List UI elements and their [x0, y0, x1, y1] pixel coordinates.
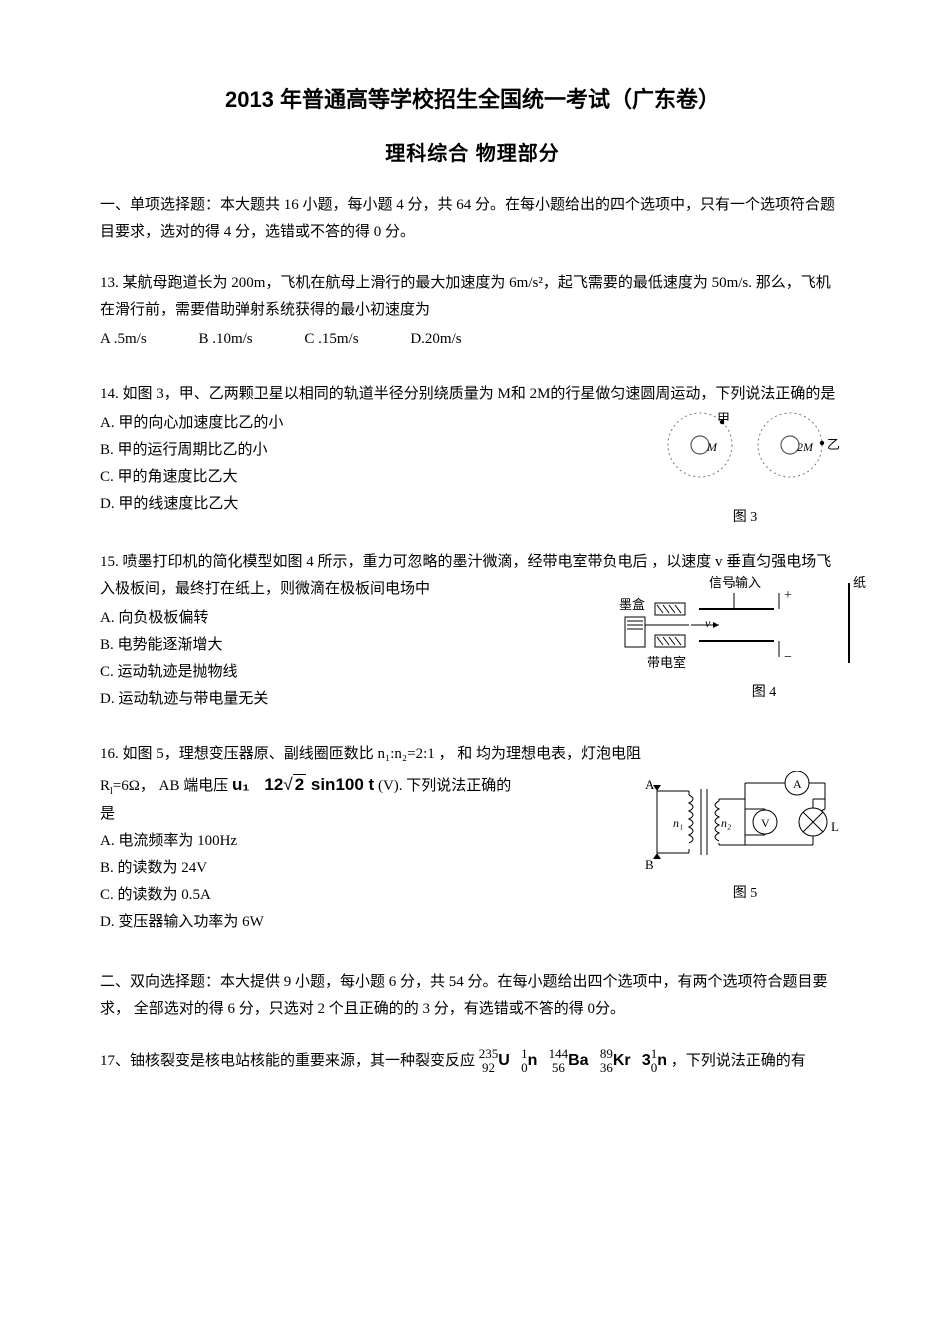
svg-text:+: + [784, 588, 792, 603]
question-17: 17、铀核裂变是核电站核能的重要来源，其一种裂变反应 23592U 10n 14… [100, 1047, 845, 1076]
q16-eq-12: 12 [264, 775, 283, 794]
q14-opt-b: B. 甲的运行周期比乙的小 [100, 437, 625, 464]
sym-n1: n [528, 1052, 538, 1069]
coeff-3: 3 [642, 1052, 651, 1069]
fig5-n1: n₁ [673, 813, 683, 835]
fig3-label-2m: 2M [797, 437, 813, 459]
q14-opt-d: D. 甲的线速度比乙大 [100, 491, 625, 518]
fig5-B: B [645, 853, 654, 876]
q16-u1: u₁ [232, 775, 249, 794]
fig3-label-m: M [707, 437, 717, 459]
q16-opt-c: C. 的读数为 0.5A [100, 882, 625, 909]
q16-opt-a: A. 电流频率为 100Hz [100, 828, 625, 855]
q13-opt-c: C .15m/s [304, 326, 358, 353]
question-15: 15. 喷墨打印机的简化模型如图 4 所示，重力可忽略的墨汁微滴，经带电室带负电… [100, 549, 845, 713]
q13-opt-a: A .5m/s [100, 326, 147, 353]
q16-sqrt2: 2 [293, 774, 306, 794]
q15-opt-c: C. 运动轨迹是抛物线 [100, 659, 605, 686]
q16-text-pre: 16. 如图 5，理想变压器原、副线圈匝数比 n₁:n₂=2:1 ， 和 均为理… [100, 741, 845, 768]
q16-sin: sin100 t [306, 775, 374, 794]
q16-opt-b: B. 的读数为 24V [100, 855, 625, 882]
svg-text:−: − [784, 650, 792, 665]
nuclide-u235: 23592 [479, 1047, 499, 1076]
q15-opt-b: B. 电势能逐渐增大 [100, 632, 605, 659]
figure-3: 甲 乙 M 2M 图 3 [645, 405, 845, 530]
fig5-L: L [831, 815, 839, 838]
fig5-Amp: A [793, 774, 802, 796]
fig5-A: A [645, 773, 654, 796]
figure-4: + − 信号输入 墨盒 带电室 v 纸 图 4 [619, 575, 869, 705]
q16-rl-b: =6Ω， AB 端电压 [113, 778, 232, 794]
fig4-signal: 信号输入 [709, 571, 761, 594]
page-subtitle: 理科综合 物理部分 [100, 136, 845, 172]
question-16: 16. 如图 5，理想变压器原、副线圈匝数比 n₁:n₂=2:1 ， 和 均为理… [100, 741, 845, 941]
sym-ba: Ba [568, 1052, 588, 1069]
figure-5: A B n₁ n₂ V A L 图 5 [645, 771, 845, 906]
q14-opt-a: A. 甲的向心加速度比乙的小 [100, 410, 625, 437]
fig4-v: v [705, 613, 710, 635]
fig3-label-yi: 乙 [827, 433, 840, 456]
q15-opt-d: D. 运动轨迹与带电量无关 [100, 686, 605, 713]
fig5-caption: 图 5 [645, 881, 845, 906]
nuclide-kr: 8936 [600, 1047, 613, 1076]
q14-text: 14. 如图 3，甲、乙两颗卫星以相同的轨道半径分别绕质量为 M和 2M的行星做… [100, 381, 845, 408]
figure-3-svg [645, 405, 845, 495]
q15-opt-a: A. 向负极板偏转 [100, 605, 605, 632]
q13-options: A .5m/s B .10m/s C .15m/s D.20m/s [100, 326, 845, 353]
nuclide-ba: 14456 [549, 1047, 569, 1076]
q16-rl-a: R [100, 778, 110, 794]
q16-opt-d: D. 变压器输入功率为 6W [100, 909, 625, 936]
sym-kr: Kr [613, 1052, 631, 1069]
q13-text: 13. 某航母跑道长为 200m，飞机在航母上滑行的最大加速度为 6m/s²，起… [100, 270, 845, 324]
page-title: 2013 年普通高等学校招生全国统一考试（广东卷） [100, 80, 845, 120]
q14-opt-c: C. 甲的角速度比乙大 [100, 464, 625, 491]
fig5-n2: n₂ [721, 813, 731, 835]
section2-intro: 二、双向选择题：本大提供 9 小题，每小题 6 分，共 54 分。在每小题给出四… [100, 969, 845, 1023]
q16-unit: (V). 下列说法正确的 [378, 778, 511, 794]
q13-opt-b: B .10m/s [198, 326, 252, 353]
sym-u: U [498, 1052, 510, 1069]
question-14: 14. 如图 3，甲、乙两颗卫星以相同的轨道半径分别绕质量为 M和 2M的行星做… [100, 381, 845, 521]
question-13: 13. 某航母跑道长为 200m，飞机在航母上滑行的最大加速度为 6m/s²，起… [100, 270, 845, 353]
section1-intro: 一、单项选择题：本大题共 16 小题，每小题 4 分，共 64 分。在每小题给出… [100, 192, 845, 246]
fig5-V: V [761, 813, 770, 835]
fig4-paper: 纸 [853, 571, 866, 594]
fig4-room: 带电室 [647, 651, 686, 674]
fig3-caption: 图 3 [645, 505, 845, 530]
fig4-ink: 墨盒 [619, 593, 645, 616]
sym-n2: n [657, 1052, 667, 1069]
q17-text-pre: 17、铀核裂变是核电站核能的重要来源，其一种裂变反应 [100, 1053, 479, 1069]
fig3-label-jia: 甲 [717, 407, 730, 430]
fig4-caption: 图 4 [619, 680, 869, 705]
q13-opt-d: D.20m/s [410, 326, 461, 353]
q17-text-post: ，下列说法正确的有 [671, 1053, 806, 1069]
